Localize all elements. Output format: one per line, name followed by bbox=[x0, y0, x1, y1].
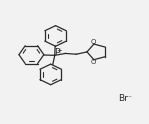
Text: ⁻: ⁻ bbox=[127, 93, 131, 102]
Text: Br: Br bbox=[118, 94, 128, 103]
Text: +: + bbox=[56, 48, 62, 54]
Text: O: O bbox=[90, 59, 96, 65]
Text: O: O bbox=[90, 39, 96, 45]
Text: P: P bbox=[54, 48, 59, 57]
